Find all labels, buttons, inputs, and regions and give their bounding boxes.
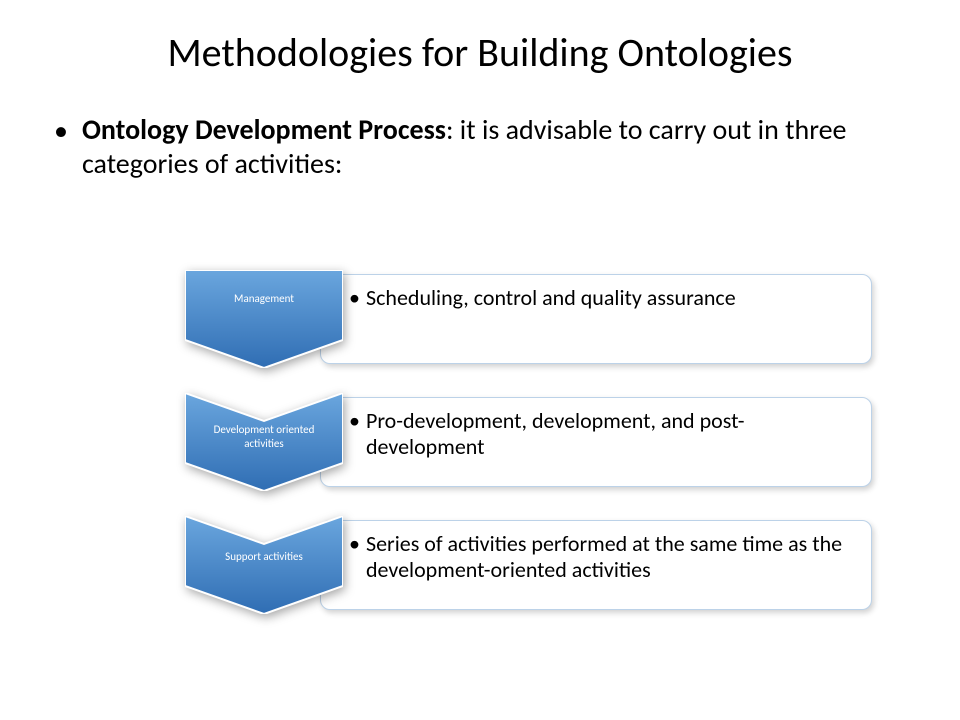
diagram-row: • Series of activities performed at the … [185,516,885,621]
chevron-management [185,270,343,368]
body-area: • Ontology Development Process: it is ad… [0,77,960,181]
smartart-diagram: • Scheduling, control and quality assura… [185,270,885,639]
desc-bullet: • [349,408,366,434]
bullet-dot: • [50,113,82,149]
desc-box-development: • Pro-development, development, and post… [320,397,872,487]
body-text: Ontology Development Process: it is advi… [82,113,910,181]
desc-text: Series of activities performed at the sa… [366,531,857,584]
desc-text: Scheduling, control and quality assuranc… [366,285,736,311]
chevron-support [185,516,343,614]
desc-text: Pro-development, development, and post-d… [366,408,857,461]
chevron-development [185,393,343,491]
desc-box-management: • Scheduling, control and quality assura… [320,274,872,364]
lead-bold: Ontology Development Process [82,112,446,147]
slide-title: Methodologies for Building Ontologies [0,0,960,77]
desc-bullet: • [349,531,366,557]
bullet-row: • Ontology Development Process: it is ad… [50,113,910,181]
desc-bullet: • [349,285,366,311]
diagram-row: • Scheduling, control and quality assura… [185,270,885,375]
diagram-row: • Pro-development, development, and post… [185,393,885,498]
desc-box-support: • Series of activities performed at the … [320,520,872,610]
